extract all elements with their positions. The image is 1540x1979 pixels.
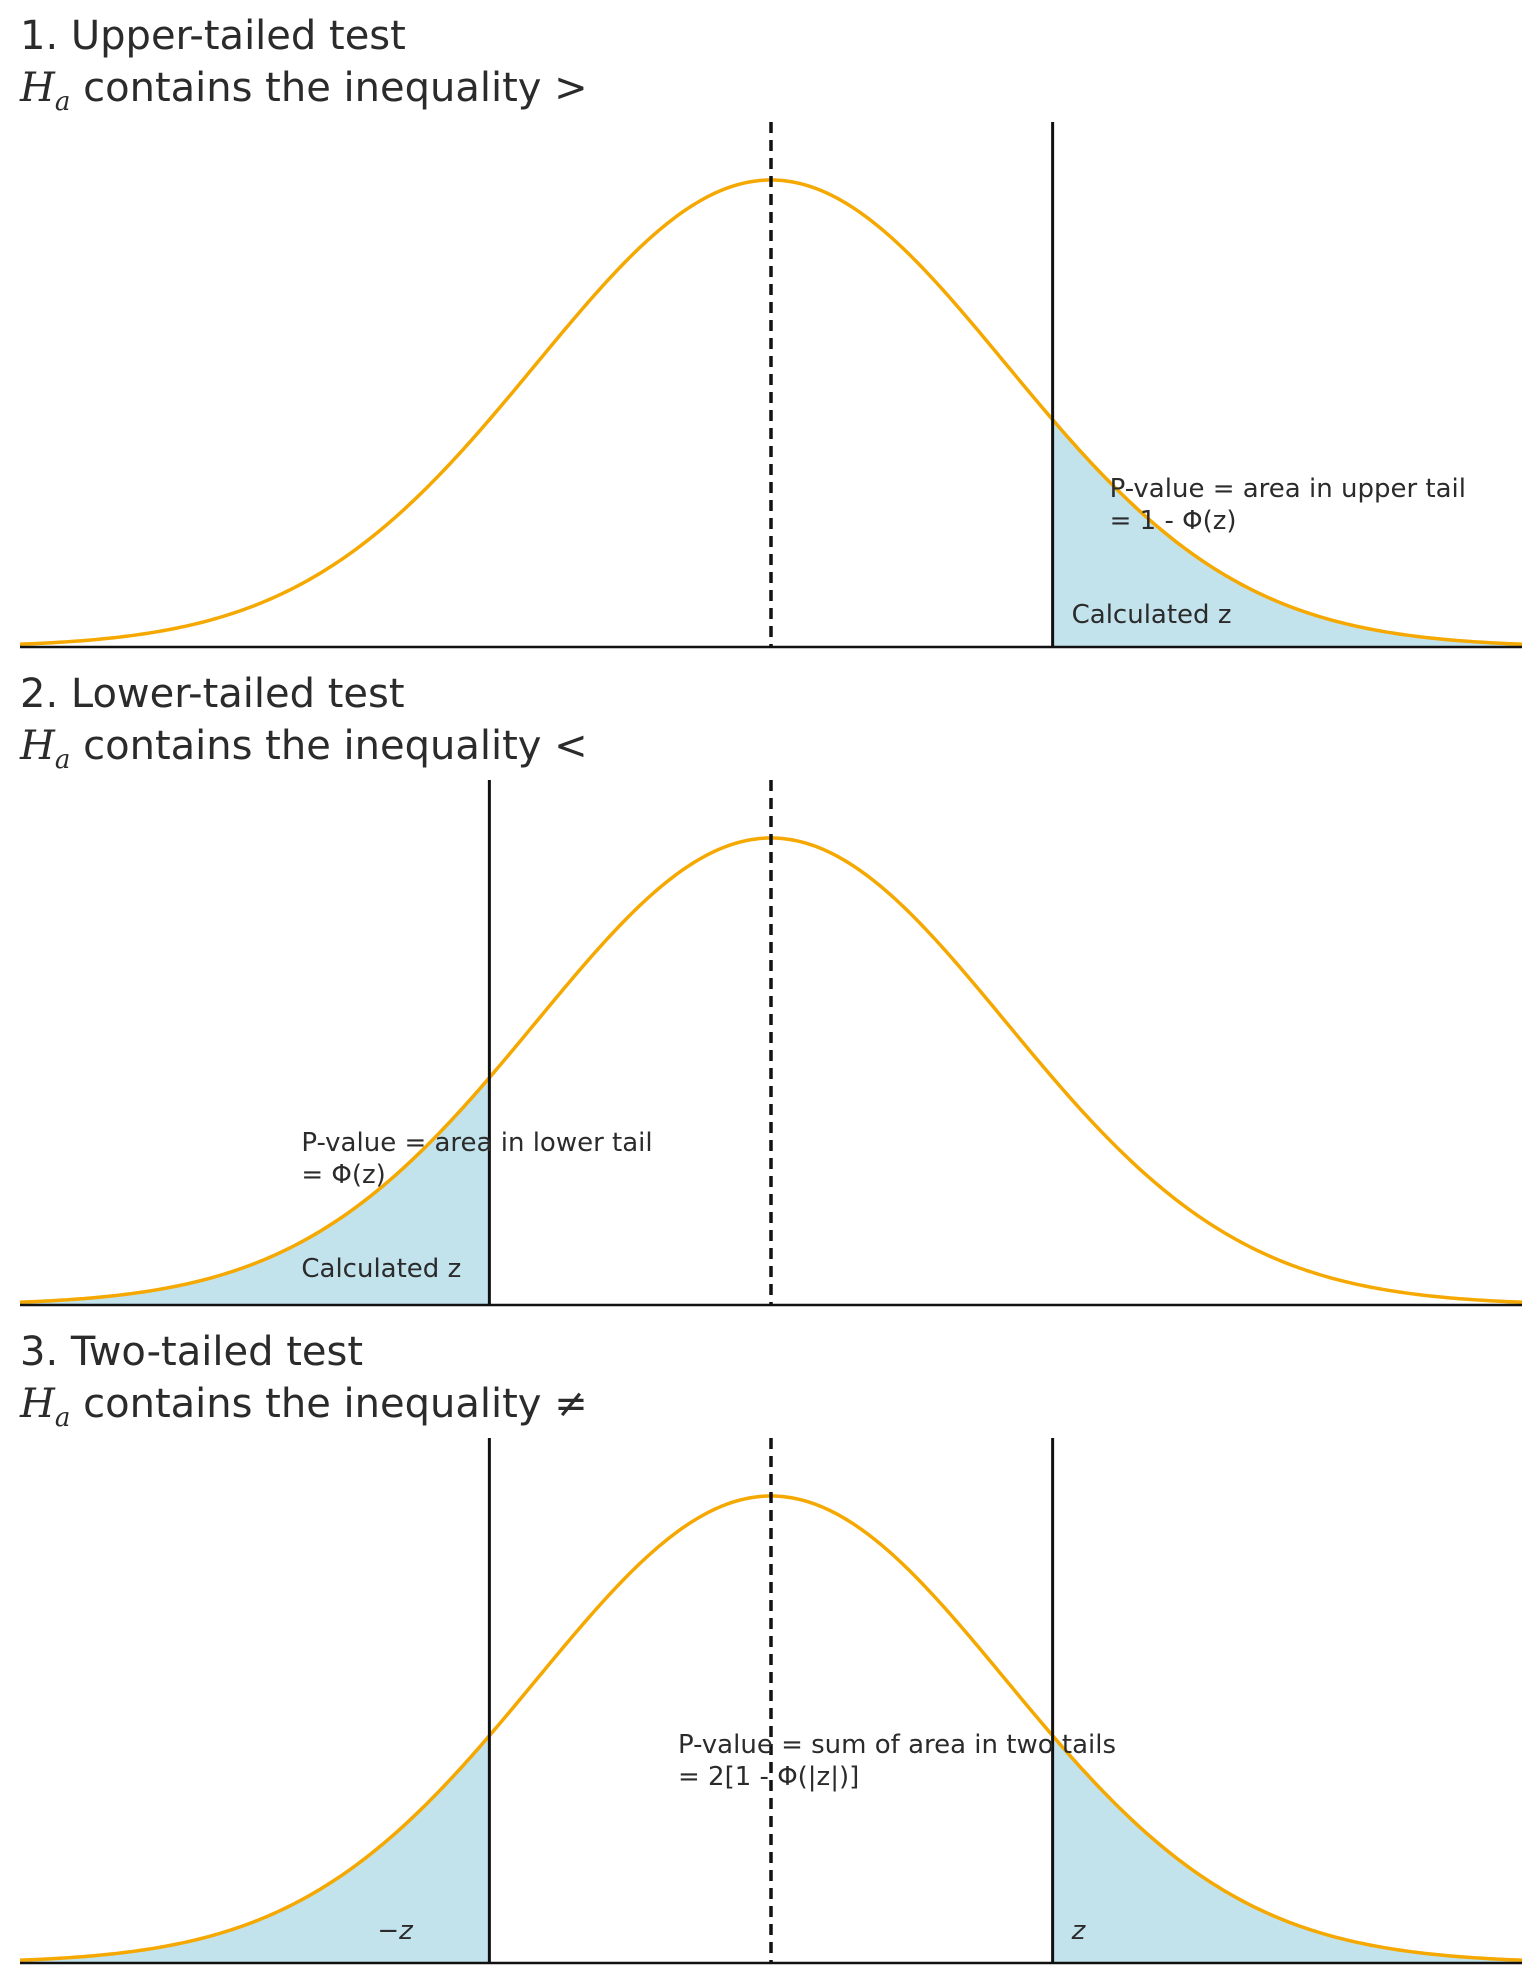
annotation-text: = 2[1 - Φ(|z|)] bbox=[678, 1762, 859, 1792]
subtitle-h: H bbox=[20, 1381, 55, 1427]
subtitle-sub: a bbox=[54, 1403, 71, 1433]
subtitle-symbol: < bbox=[554, 723, 588, 769]
annotation-text: P-value = area in lower tail bbox=[301, 1128, 652, 1158]
z-label: −z bbox=[377, 1916, 414, 1946]
annotation-text: = 1 - Φ(z) bbox=[1110, 506, 1237, 536]
subtitle-symbol: > bbox=[554, 65, 588, 111]
z-label: Calculated z bbox=[1072, 600, 1232, 630]
subtitle-symbol: ≠ bbox=[554, 1381, 588, 1427]
subtitle-text: contains the inequality bbox=[70, 1381, 555, 1427]
tail-area bbox=[20, 1735, 490, 1963]
panel-subtitle: Ha contains the inequality > bbox=[20, 62, 588, 128]
two-tailed-plot: P-value = sum of area in two tails= 2[1 … bbox=[19, 1438, 1523, 1965]
subtitle-sub: a bbox=[54, 745, 71, 775]
panel-subtitle: Ha contains the inequality ≠ bbox=[20, 1378, 588, 1444]
panel-title-line1: 1. Upper-tailed test bbox=[20, 13, 406, 59]
annotation-text: = Φ(z) bbox=[301, 1160, 385, 1190]
tail-area bbox=[1052, 419, 1522, 647]
panel-title: 1. Upper-tailed test Ha contains the ine… bbox=[20, 10, 588, 128]
subtitle-h: H bbox=[20, 723, 55, 769]
subtitle-text: contains the inequality bbox=[70, 723, 555, 769]
z-label: z bbox=[1071, 1916, 1087, 1946]
subtitle-sub: a bbox=[54, 87, 71, 117]
tail-area bbox=[1052, 1735, 1522, 1963]
panel-title-line1: 2. Lower-tailed test bbox=[20, 671, 405, 717]
annotation-text: P-value = area in upper tail bbox=[1110, 474, 1466, 504]
annotation-text: P-value = sum of area in two tails bbox=[678, 1730, 1116, 1760]
panel-subtitle: Ha contains the inequality < bbox=[20, 720, 588, 786]
upper-tailed-plot: P-value = area in upper tail= 1 - Φ(z) Ca… bbox=[19, 122, 1523, 649]
panel-title-line1: 3. Two-tailed test bbox=[20, 1329, 364, 1375]
lower-tailed-plot: P-value = area in lower tail= Φ(z) Calcul… bbox=[19, 780, 1523, 1307]
tail-area bbox=[20, 1077, 490, 1305]
panel-title: 2. Lower-tailed test Ha contains the ine… bbox=[20, 668, 588, 786]
subtitle-text: contains the inequality bbox=[70, 65, 555, 111]
panel-title: 3. Two-tailed test Ha contains the inequ… bbox=[20, 1326, 588, 1444]
subtitle-h: H bbox=[20, 65, 55, 111]
z-label: Calculated z bbox=[301, 1254, 461, 1284]
